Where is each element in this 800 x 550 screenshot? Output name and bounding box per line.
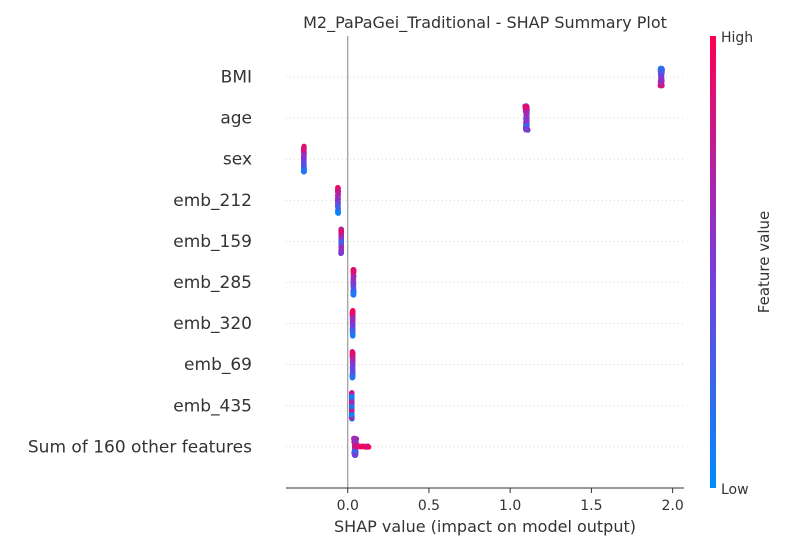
feature-label: Sum of 160 other features (28, 437, 252, 457)
feature-gridlines (286, 76, 684, 448)
x-tick-label: 2.0 (661, 498, 683, 514)
shap-point (523, 113, 529, 119)
shap-point (366, 444, 372, 450)
shap-point (350, 315, 356, 321)
shap-point (350, 292, 356, 298)
shap-point (350, 327, 356, 333)
feature-label: emb_435 (173, 396, 252, 416)
shap-point (350, 310, 356, 316)
feature-label: sex (223, 150, 252, 170)
shap-point (349, 357, 356, 364)
x-tick-label: 0.0 (337, 498, 359, 514)
shap-point (524, 107, 530, 114)
shap-point (350, 332, 356, 338)
shap-point (658, 73, 665, 79)
shap-point (335, 192, 341, 198)
shap-point (349, 399, 355, 405)
shap-point (524, 118, 530, 124)
feature-label: emb_285 (173, 273, 252, 293)
shap-point (350, 273, 357, 279)
x-axis-label: SHAP value (impact on model output) (334, 517, 636, 536)
shap-point (350, 322, 356, 328)
shap-point (301, 156, 307, 162)
feature-label: age (220, 109, 252, 129)
shap-point (301, 162, 307, 168)
shap-point (352, 438, 358, 445)
x-tick-label: 0.5 (418, 498, 440, 514)
shap-point (338, 245, 344, 251)
shap-point (349, 350, 355, 357)
shap-point (349, 412, 355, 418)
colorbar-low-label: Low (721, 482, 749, 498)
chart-title: M2_PaPaGei_Traditional - SHAP Summary Pl… (303, 13, 667, 33)
shap-point (301, 168, 307, 174)
shap-point (301, 146, 307, 152)
shap-point (350, 267, 356, 273)
shap-point (349, 373, 355, 380)
shap-point (350, 287, 357, 293)
shap-points (300, 65, 666, 458)
shap-point (349, 368, 355, 374)
shap-point (349, 390, 355, 396)
shap-point (338, 228, 344, 234)
feature-label: emb_212 (173, 191, 252, 211)
feature-label: emb_320 (173, 314, 252, 334)
x-tick-label: 1.5 (580, 498, 602, 514)
shap-point (349, 404, 355, 410)
shap-point (335, 210, 341, 216)
shap-point (522, 126, 529, 132)
shap-point (338, 239, 344, 245)
x-axis-ticks: 0.0 0.5 1.0 1.5 2.0 (337, 488, 684, 514)
colorbar-high-label: High (721, 30, 753, 46)
x-tick-label: 1.0 (499, 498, 521, 514)
feature-label: emb_69 (184, 355, 252, 375)
shap-point (335, 196, 341, 202)
shap-point (350, 280, 357, 286)
shap-point (658, 69, 664, 75)
colorbar (710, 36, 716, 488)
colorbar-title: Feature value (755, 211, 773, 313)
feature-label: BMI (221, 68, 252, 88)
shap-point (658, 78, 664, 84)
feature-label: emb_159 (173, 232, 252, 252)
feature-labels: BMI age sex emb_212 emb_159 emb_285 emb_320emb… (28, 68, 252, 458)
shap-point (335, 202, 341, 208)
shap-point (352, 448, 358, 454)
shap-point (349, 394, 355, 400)
